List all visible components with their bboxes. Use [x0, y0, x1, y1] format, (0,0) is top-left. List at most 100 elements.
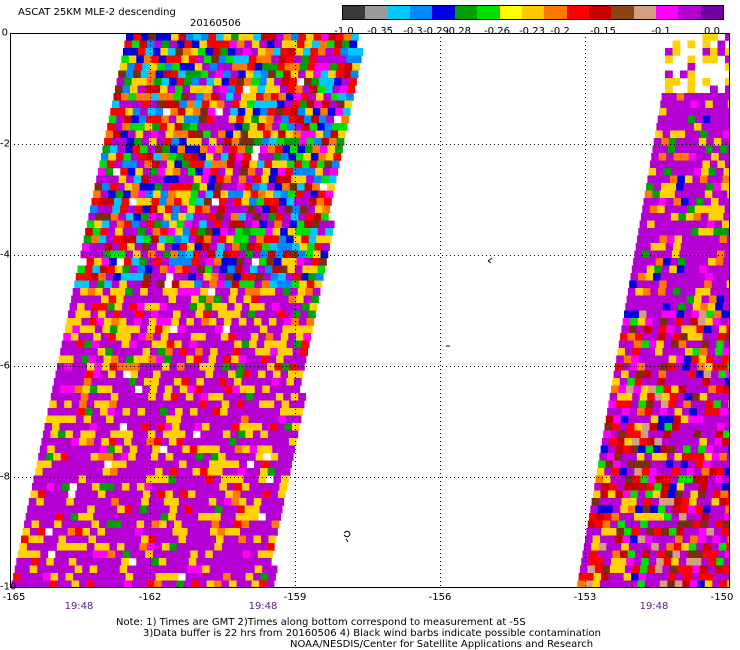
swath-cell: [679, 468, 688, 476]
swath-cell: [274, 220, 283, 229]
swath-cell: [104, 138, 112, 146]
swath-cell: [194, 205, 203, 214]
swath-cell: [116, 220, 125, 229]
swath-cell: [215, 573, 224, 581]
swath-cell: [631, 573, 639, 581]
swath-cell: [339, 123, 348, 131]
swath-cell: [211, 93, 219, 101]
swath-cell: [232, 348, 241, 356]
swath-cell: [616, 528, 625, 536]
swath-cell: [685, 520, 693, 529]
swath-cell: [242, 445, 251, 454]
swath-cell: [79, 580, 87, 588]
swath-cell: [159, 123, 168, 131]
swath-cell: [175, 85, 183, 94]
swath-cell: [37, 528, 46, 536]
swath-cell: [251, 580, 260, 588]
swath-cell: [307, 63, 315, 71]
swath-cell: [653, 400, 662, 409]
swath-cell: [207, 108, 216, 116]
swath-cell: [669, 93, 677, 101]
swath-cell: [109, 543, 118, 551]
swath-cell: [158, 273, 167, 281]
swath-cell: [26, 580, 35, 588]
swath-cell: [696, 370, 704, 379]
swath-cell: [207, 183, 215, 191]
swath-cell: [58, 355, 67, 364]
swath-cell: [715, 213, 724, 221]
swath-cell: [133, 535, 142, 544]
swath-cell: [160, 48, 169, 56]
swath-cell: [663, 385, 672, 394]
swath-cell: [276, 175, 284, 184]
swath-cell: [696, 198, 704, 206]
swath-cell: [165, 130, 174, 139]
swath-cell: [705, 100, 714, 109]
swath-cell: [284, 138, 292, 146]
swath-cell: [87, 325, 96, 334]
swath-cell: [639, 265, 648, 274]
swath-cell: [630, 400, 639, 409]
swath-cell: [658, 543, 667, 551]
swath-cell: [128, 415, 137, 424]
swath-cell: [722, 393, 730, 401]
swath-cell: [65, 573, 74, 581]
swath-cell: [244, 220, 253, 229]
swath-cell: [697, 100, 706, 109]
swath-cell: [284, 100, 293, 109]
swath-cell: [132, 108, 141, 116]
swath-cell: [146, 475, 154, 484]
swath-cell: [157, 63, 165, 71]
swath-cell: [197, 408, 206, 416]
swath-cell: [700, 303, 709, 311]
swath-cell: [72, 288, 81, 296]
swath-cell: [105, 348, 113, 356]
swath-cell: [154, 40, 163, 49]
swath-cell: [226, 483, 235, 491]
swath-cell: [72, 505, 80, 514]
swath-cell: [50, 573, 59, 581]
swath-cell: [206, 475, 214, 484]
swath-cell: [308, 93, 317, 101]
swath-cell: [237, 145, 246, 154]
swath-cell: [672, 288, 681, 296]
swath-cell: [665, 70, 673, 79]
swath-cell: [670, 213, 679, 221]
swath-cell: [704, 363, 713, 371]
swath-cell: [635, 460, 644, 469]
swath-cell: [676, 573, 684, 581]
swath-cell: [151, 160, 160, 169]
swath-cell: [675, 145, 683, 154]
swath-cell: [696, 108, 705, 116]
swath-cell: [251, 115, 260, 124]
swath-cell: [197, 48, 206, 56]
swath-cell: [232, 243, 240, 251]
swath-cell: [631, 310, 640, 319]
swath-cell: [268, 573, 276, 581]
swath-cell: [643, 325, 652, 334]
swath-cell: [263, 55, 272, 64]
swath-cell: [187, 168, 196, 176]
swath-cell: [71, 543, 80, 551]
swath-cell: [216, 318, 225, 326]
swath-cell: [223, 250, 231, 259]
swath-cell: [302, 265, 311, 274]
swath-cell: [705, 400, 714, 409]
swath-cell: [674, 453, 683, 461]
swath-cell: [320, 108, 329, 116]
swath-cell: [249, 265, 258, 274]
swath-cell: [280, 48, 289, 56]
swath-cell: [36, 498, 45, 506]
swath-cell: [612, 423, 620, 431]
swath-cell: [292, 423, 300, 431]
swath-cell: [309, 160, 318, 169]
swath-cell: [301, 93, 309, 101]
swath-cell: [664, 205, 673, 214]
swath-cell: [244, 40, 253, 49]
swath-cell: [287, 228, 296, 236]
swath-cell: [634, 250, 643, 259]
swath-cell: [624, 483, 632, 491]
swath-cell: [254, 423, 263, 431]
swath-cell: [718, 198, 727, 206]
swath-cell: [326, 78, 335, 86]
